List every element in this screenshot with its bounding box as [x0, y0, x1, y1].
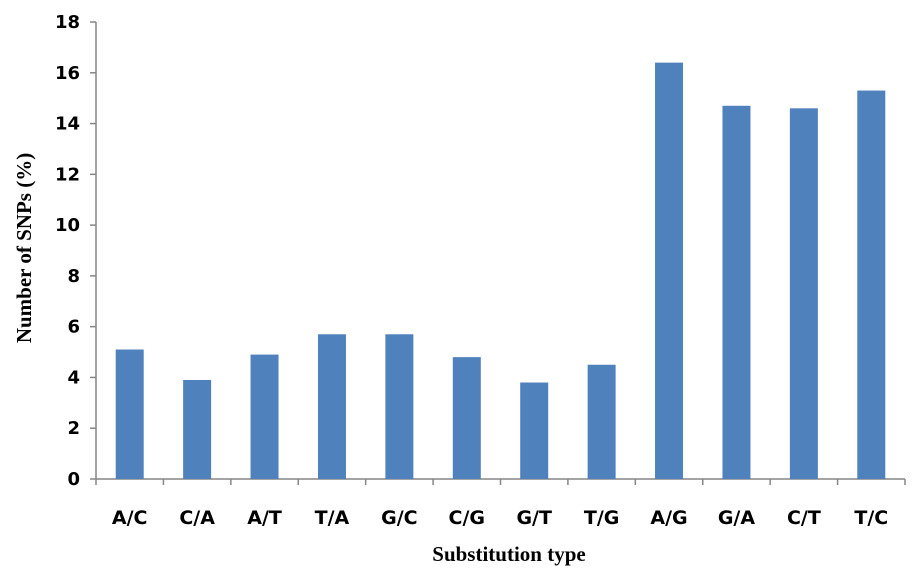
- x-category-label: G/A: [718, 507, 756, 529]
- y-tick-label: 8: [67, 266, 80, 287]
- bar-c-g: [452, 357, 481, 479]
- bars: [115, 62, 886, 480]
- x-category-label: T/A: [315, 507, 350, 529]
- y-tick-label: 2: [67, 418, 80, 439]
- bar-c-t: [789, 108, 818, 480]
- y-tick-label: 4: [67, 367, 80, 388]
- x-axis: A/C C/A A/T T/A G/C C/G G/T T/G A/G G/A C/T T/C: [95, 478, 906, 529]
- bar-g-a: [722, 105, 751, 480]
- y-tick-label: 14: [55, 114, 80, 135]
- y-tick-label: 16: [55, 63, 80, 84]
- bar-t-c: [857, 90, 886, 480]
- x-category-label: A/G: [650, 507, 687, 529]
- y-tick-label: 12: [55, 164, 80, 185]
- bar-a-t: [250, 354, 279, 479]
- bar-t-g: [587, 364, 616, 479]
- y-tick-label: 0: [67, 469, 80, 490]
- x-axis-title: Substitution type: [432, 542, 585, 566]
- y-tick-label: 6: [67, 317, 80, 338]
- x-category-label: C/T: [787, 507, 821, 529]
- bar-g-c: [385, 334, 414, 479]
- x-category-label: A/C: [112, 507, 148, 529]
- y-tick-label: 18: [55, 12, 80, 33]
- x-category-label: G/C: [381, 507, 417, 529]
- bar-a-c: [115, 349, 144, 479]
- x-category-label: A/T: [247, 507, 282, 529]
- x-category-label: C/G: [449, 507, 485, 529]
- x-category-label: C/A: [179, 507, 215, 529]
- x-category-label: T/C: [854, 507, 888, 529]
- y-tick-label: 10: [55, 215, 80, 236]
- y-axis: 0 2 4 6 8 10 12 14 16 18: [55, 12, 97, 490]
- x-category-label: G/T: [516, 507, 552, 529]
- bar-t-a: [317, 334, 346, 479]
- bar-a-g: [655, 62, 684, 479]
- bar-g-t: [520, 382, 549, 479]
- bar-c-a: [183, 379, 212, 479]
- x-category-label: T/G: [584, 507, 620, 529]
- y-axis-title: Number of SNPs (%): [12, 153, 36, 343]
